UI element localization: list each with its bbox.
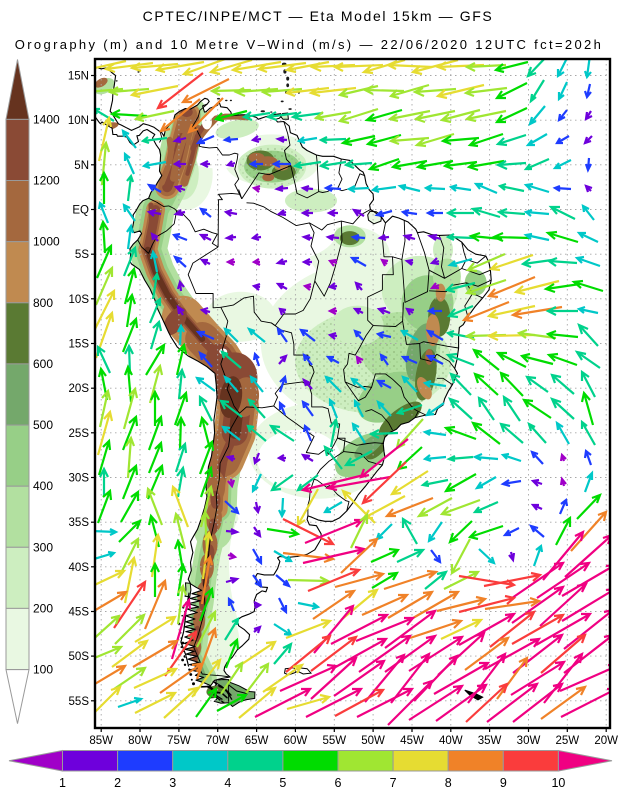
svg-text:5S: 5S (75, 249, 89, 261)
svg-text:600: 600 (33, 357, 53, 371)
svg-text:20S: 20S (69, 383, 90, 395)
svg-text:60W: 60W (284, 735, 308, 747)
svg-text:CPTEC/INPE/MCT — Eta Model 15: CPTEC/INPE/MCT — Eta Model 15km — GFS (143, 8, 494, 24)
svg-text:400: 400 (33, 479, 53, 493)
svg-text:30S: 30S (69, 473, 90, 485)
svg-text:45W: 45W (400, 735, 424, 747)
svg-text:1000: 1000 (33, 235, 60, 249)
svg-text:7: 7 (390, 776, 397, 790)
svg-text:40S: 40S (69, 562, 90, 574)
svg-text:35S: 35S (69, 517, 90, 529)
svg-text:20W: 20W (594, 735, 618, 747)
svg-text:1400: 1400 (33, 112, 60, 126)
svg-text:2: 2 (114, 776, 121, 790)
svg-text:85W: 85W (89, 735, 113, 747)
svg-text:45S: 45S (69, 607, 90, 619)
svg-text:5: 5 (279, 776, 286, 790)
svg-text:80W: 80W (128, 735, 152, 747)
svg-text:9: 9 (500, 776, 507, 790)
svg-text:800: 800 (33, 296, 53, 310)
svg-text:100: 100 (33, 663, 53, 677)
svg-text:10N: 10N (68, 115, 89, 127)
svg-text:500: 500 (33, 418, 53, 432)
svg-text:300: 300 (33, 540, 53, 554)
svg-text:25W: 25W (555, 735, 579, 747)
svg-text:4: 4 (224, 776, 231, 790)
svg-text:55W: 55W (322, 735, 346, 747)
svg-text:5N: 5N (74, 160, 89, 172)
svg-text:EQ: EQ (72, 205, 89, 217)
svg-text:70W: 70W (206, 735, 230, 747)
svg-text:65W: 65W (245, 735, 269, 747)
svg-text:1200: 1200 (33, 174, 60, 188)
svg-text:8: 8 (445, 776, 452, 790)
svg-text:200: 200 (33, 601, 53, 615)
svg-text:3: 3 (169, 776, 176, 790)
svg-text:15N: 15N (68, 71, 89, 83)
svg-text:35W: 35W (478, 735, 502, 747)
svg-text:6: 6 (335, 776, 342, 790)
svg-text:55S: 55S (69, 696, 90, 708)
svg-text:1: 1 (59, 776, 66, 790)
svg-text:10S: 10S (69, 294, 90, 306)
svg-text:50S: 50S (69, 651, 90, 663)
svg-text:15S: 15S (69, 339, 90, 351)
svg-text:40W: 40W (439, 735, 463, 747)
svg-text:10: 10 (551, 776, 565, 790)
svg-text:30W: 30W (517, 735, 541, 747)
svg-text:75W: 75W (167, 735, 191, 747)
svg-text:25S: 25S (69, 428, 90, 440)
svg-text:50W: 50W (361, 735, 385, 747)
svg-text:Orography (m) and 10 Metre V–W: Orography (m) and 10 Metre V–Wind (m/s) … (15, 37, 603, 52)
